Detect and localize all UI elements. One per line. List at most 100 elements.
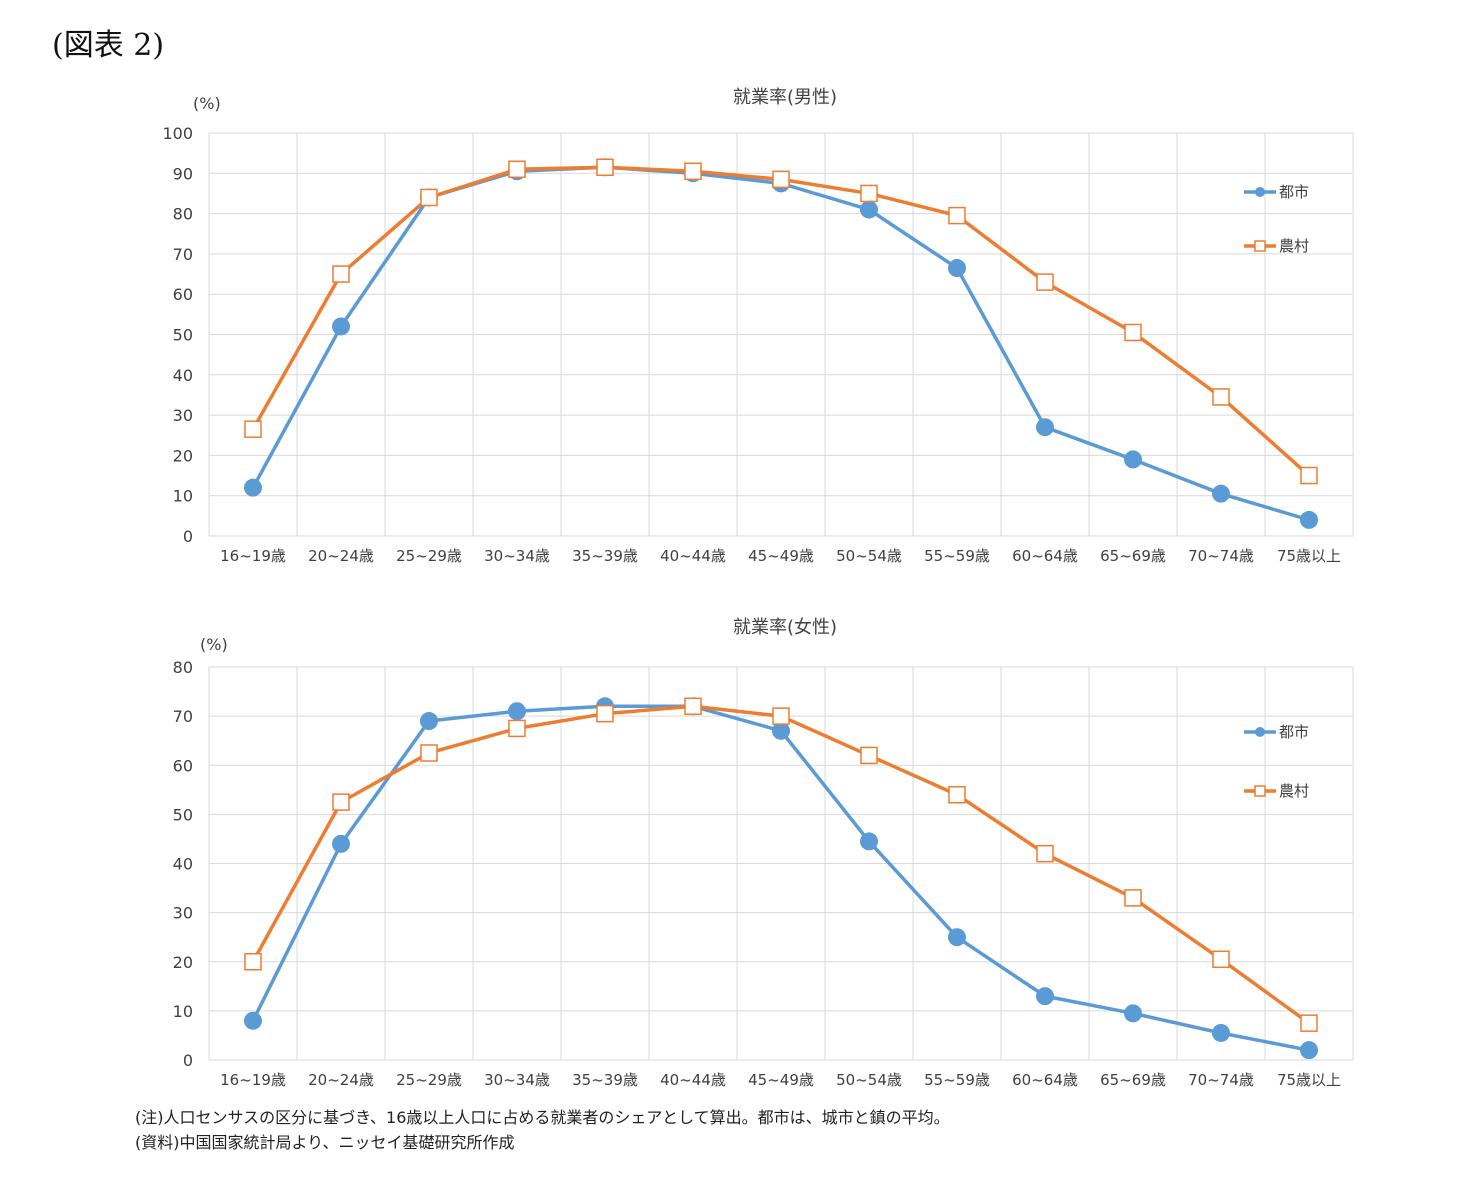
note-text: (注)人口センサスの区分に基づき、16歳以上人口に占める就業者のシェアとして算出… (135, 1108, 950, 1127)
x-tick-label: 45~49歳 (748, 547, 814, 565)
y-tick-label: 80 (173, 658, 193, 677)
chart-title: 就業率(女性) (733, 617, 837, 638)
x-tick-label: 55~59歳 (924, 547, 990, 565)
x-tick-label: 16~19歳 (220, 547, 286, 565)
legend-label-rural: 農村 (1279, 237, 1309, 255)
rural-data-point (1300, 1014, 1318, 1032)
x-tick-label: 35~39歳 (572, 1071, 638, 1089)
y-tick-label: 80 (173, 205, 193, 224)
rural-data-point (244, 953, 262, 971)
urban-series-line (251, 704, 1310, 1052)
urban-data-point (332, 834, 350, 853)
y-axis-unit-label: (%) (200, 635, 228, 654)
urban-data-point (1212, 1023, 1230, 1042)
x-tick-label: 16~19歳 (220, 1071, 286, 1089)
x-tick-label: 70~74歳 (1188, 547, 1254, 565)
x-tick-label: 65~69歳 (1100, 1071, 1166, 1089)
urban-data-point (1124, 450, 1142, 469)
rural-data-point (332, 793, 350, 811)
rural-data-point (1036, 844, 1054, 863)
figure-label: (図表 2) (52, 28, 165, 63)
rural-data-point (508, 719, 526, 738)
urban-data-point (244, 1011, 262, 1030)
male-employment-chart: 就業率(男性) (%) 0 10 20 30 40 50 60 70 80 90 100 16~19歳 20… (162, 87, 1354, 565)
rural-data-point (332, 265, 350, 283)
y-tick-label: 50 (173, 326, 193, 345)
rural-data-point (1300, 466, 1318, 485)
legend-label-rural: 農村 (1279, 782, 1309, 800)
rural-data-point (684, 162, 702, 181)
urban-data-point (1300, 510, 1318, 529)
rural-data-point (860, 184, 878, 203)
x-tick-label: 45~49歳 (748, 1071, 814, 1089)
urban-data-point (948, 259, 966, 278)
y-tick-label: 60 (173, 756, 193, 775)
y-tick-label: 30 (173, 904, 193, 923)
legend-label-urban: 都市 (1279, 723, 1309, 741)
rural-data-point (420, 744, 438, 762)
y-tick-label: 20 (173, 953, 193, 972)
x-tick-label: 30~34歳 (484, 547, 550, 565)
x-tick-label: 40~44歳 (660, 547, 726, 565)
rural-data-point (1124, 889, 1142, 907)
female-employment-chart: 就業率(女性) (%) 0 10 20 30 40 50 60 70 80 16~19歳 20~24歳 2… (173, 617, 1354, 1089)
x-tick-label: 50~54歳 (836, 1071, 902, 1089)
rural-data-point (1124, 323, 1142, 342)
x-tick-label: 60~64歳 (1012, 1071, 1078, 1089)
x-tick-label: 50~54歳 (836, 547, 902, 565)
legend-marker-circle (1255, 187, 1265, 197)
x-tick-label: 25~29歳 (396, 547, 462, 565)
x-tick-label: 20~24歳 (308, 1071, 374, 1089)
rural-data-point (596, 158, 614, 177)
chart-title: 就業率(男性) (733, 87, 837, 108)
y-axis-unit-label: (%) (193, 94, 221, 113)
y-tick-label: 70 (173, 707, 193, 726)
rural-data-point (1212, 388, 1230, 406)
x-tick-label: 75歳以上 (1277, 1071, 1341, 1089)
legend-label-urban: 都市 (1279, 183, 1309, 201)
y-tick-label: 10 (173, 1002, 193, 1021)
rural-data-point (1036, 273, 1054, 291)
rural-data-point (772, 707, 790, 725)
legend-marker-circle (1255, 727, 1265, 737)
rural-data-point (948, 785, 966, 804)
y-tick-label: 20 (173, 446, 193, 465)
rural-data-point (772, 170, 790, 189)
x-tick-label: 35~39歳 (572, 547, 638, 565)
y-tick-label: 70 (173, 245, 193, 264)
x-tick-label: 70~74歳 (1188, 1071, 1254, 1089)
urban-data-point (1036, 987, 1054, 1006)
urban-data-point (420, 712, 438, 731)
y-tick-label: 50 (173, 805, 193, 824)
urban-data-point (772, 721, 790, 740)
x-tick-label: 55~59歳 (924, 1071, 990, 1089)
urban-data-point (1300, 1041, 1318, 1060)
y-tick-label: 0 (183, 527, 193, 546)
y-tick-label: 0 (183, 1051, 193, 1070)
x-tick-label: 60~64歳 (1012, 547, 1078, 565)
x-tick-label: 20~24歳 (308, 547, 374, 565)
x-tick-label: 30~34歳 (484, 1071, 550, 1089)
legend-marker-square (1254, 240, 1266, 252)
urban-data-point (508, 702, 526, 721)
urban-data-point (1124, 1004, 1142, 1023)
y-tick-label: 30 (173, 406, 193, 425)
rural-data-point (420, 188, 438, 207)
urban-data-point (948, 928, 966, 947)
urban-data-point (860, 832, 878, 851)
rural-data-point (1212, 950, 1230, 969)
urban-data-point (1036, 418, 1054, 437)
x-tick-label: 65~69歳 (1100, 547, 1166, 565)
y-tick-label: 40 (173, 855, 193, 874)
rural-series-line (251, 704, 1311, 1025)
rural-data-point (948, 206, 966, 225)
source-text: (資料)中国国家統計局より、ニッセイ基礎研究所作成 (135, 1133, 515, 1152)
y-tick-label: 40 (173, 366, 193, 385)
x-tick-label: 40~44歳 (660, 1071, 726, 1089)
y-tick-label: 100 (162, 124, 193, 143)
urban-data-point (244, 478, 262, 497)
x-tick-label: 75歳以上 (1277, 547, 1341, 565)
y-tick-label: 60 (173, 285, 193, 304)
urban-data-point (860, 200, 878, 219)
y-tick-label: 90 (173, 164, 193, 183)
